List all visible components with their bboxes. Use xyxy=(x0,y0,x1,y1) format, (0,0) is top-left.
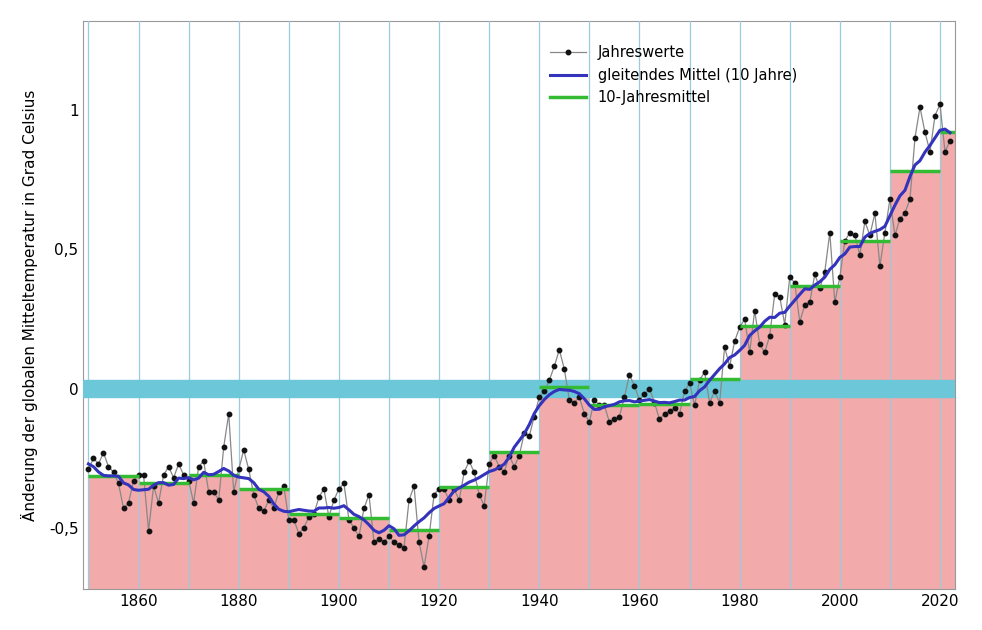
Y-axis label: Änderung der globalen Mitteltemperatur in Grad Celsius: Änderung der globalen Mitteltemperatur i… xyxy=(21,89,38,521)
Bar xyxy=(83,381,955,397)
Legend: Jahreswerte, gleitendes Mittel (10 Jahre), 10-Jahresmittel: Jahreswerte, gleitendes Mittel (10 Jahre… xyxy=(544,40,803,111)
